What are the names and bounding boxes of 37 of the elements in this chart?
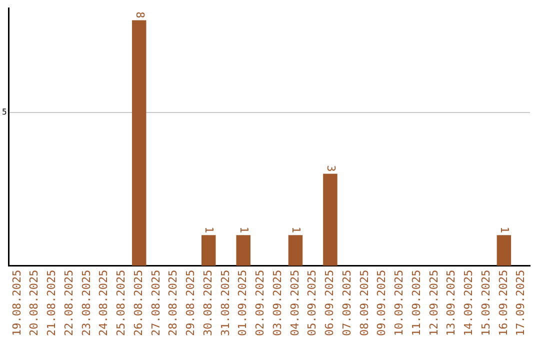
x-tick-label: 30.08.2025: [201, 270, 214, 336]
x-tick-label: 26.08.2025: [132, 270, 145, 336]
x-tick-label: 20.08.2025: [28, 270, 41, 336]
data-label: 3: [324, 165, 338, 172]
x-tick-label: 11.09.2025: [410, 270, 423, 336]
x-tick-label: 14.09.2025: [462, 270, 476, 336]
x-tick-label: 12.09.2025: [427, 270, 440, 336]
y-tick-label: 5: [2, 107, 7, 116]
data-label: 1: [290, 226, 303, 234]
x-tick-label: 28.08.2025: [166, 270, 180, 336]
x-tick-label: 23.08.2025: [80, 270, 93, 336]
x-tick-label: 01.09.2025: [236, 270, 250, 336]
x-tick-label: 24.08.2025: [97, 270, 110, 336]
x-tick-label: 27.08.2025: [149, 270, 162, 336]
data-label: 1: [498, 226, 512, 234]
x-tick-label: 03.09.2025: [270, 270, 284, 336]
x-tick-label: 02.09.2025: [254, 270, 267, 336]
x-tick-label: 05.09.2025: [306, 270, 319, 336]
data-label: 8: [133, 12, 146, 18]
data-label: 1: [237, 226, 250, 234]
x-tick-label: 04.09.2025: [288, 270, 302, 336]
x-tick-label: 22.08.2025: [62, 270, 76, 336]
x-tick-label: 19.08.2025: [10, 270, 24, 336]
x-tick-label: 08.09.2025: [358, 270, 371, 336]
x-tick-label: 29.08.2025: [184, 270, 198, 336]
x-tick-label: 16.09.2025: [496, 270, 510, 336]
x-tick-label: 31.08.2025: [218, 270, 232, 336]
x-tick-label: 07.09.2025: [340, 270, 354, 336]
x-tick-label: 17.09.2025: [514, 270, 528, 336]
x-tick-label: 15.09.2025: [479, 270, 492, 336]
x-tick-label: 25.08.2025: [114, 270, 128, 336]
x-tick-label: 13.09.2025: [444, 270, 458, 336]
data-label: 1: [202, 226, 216, 234]
x-tick-label: 06.09.2025: [323, 270, 336, 336]
x-tick-label: 10.09.2025: [392, 270, 406, 336]
x-tick-label: 09.09.2025: [375, 270, 388, 336]
x-tick-label: 21.08.2025: [45, 270, 58, 336]
